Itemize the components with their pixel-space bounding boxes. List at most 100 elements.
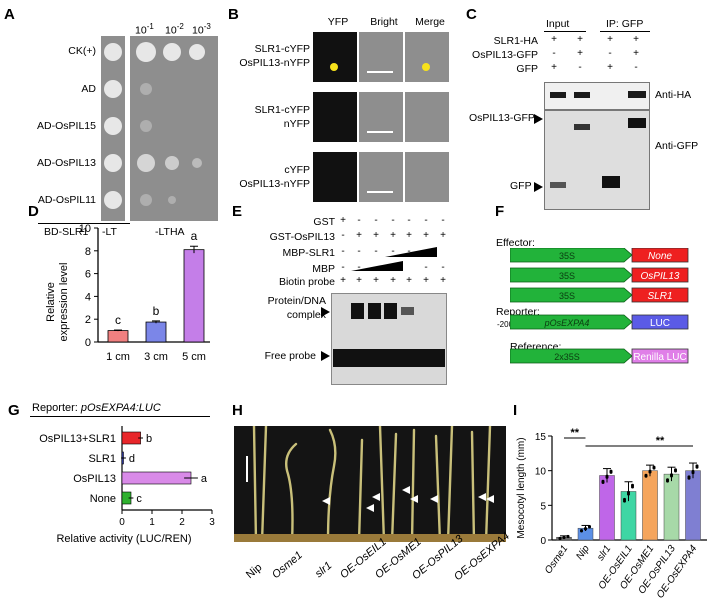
chart-d-ylabel-line2: expression level (58, 263, 70, 342)
yeast-spots (104, 42, 205, 209)
bifc-row-label: SLR1-cYFP OsPIL13-nYFP (238, 42, 310, 70)
bifc-construct: nYFP (283, 118, 310, 130)
coip-sign: + (551, 34, 557, 45)
chart-i-ylabel: Mesocotyl length (mm) (516, 437, 527, 538)
emsa-sign: - (424, 215, 428, 226)
panel-label-c: C (466, 6, 477, 23)
emsa-sign: + (390, 230, 396, 241)
chart-d-tick-label: 6 (85, 269, 91, 281)
bifc-bright-image (359, 92, 403, 142)
chart-i-data-point (580, 528, 583, 532)
chart-i-data-point (670, 473, 673, 477)
chart-i-data-point (652, 465, 656, 469)
scale-bar (367, 131, 393, 133)
emsa-sign: + (406, 275, 412, 286)
anti-ha-label: Anti-HA (655, 89, 692, 101)
dilution-3: 10-3 (192, 22, 211, 37)
chart-i-data-point (631, 483, 634, 487)
chart-g-row-label: SLR1 (88, 453, 116, 465)
arrowhead-icon (321, 351, 330, 361)
band-gfp: GFP (510, 180, 532, 192)
coip-sign: + (551, 62, 557, 73)
chart-g-xlabel: Relative activity (LUC/REN) (56, 533, 191, 545)
chart-g-tick-label: 1 (149, 517, 155, 528)
bifc-col-header: Merge (415, 16, 445, 28)
promoter-label: pOsEXPA4 (544, 318, 590, 328)
emsa-sign: + (423, 275, 429, 286)
coip-sign: + (577, 48, 583, 59)
promoter-arrow (510, 267, 633, 283)
g-reporter-construct: pOsEXPA4:LUC (80, 402, 161, 414)
promoter-arrow (510, 248, 633, 263)
coip-sign: - (608, 48, 612, 59)
emsa-row-label: GST-OsPIL13 (269, 231, 335, 243)
promoter-label: 35S (559, 251, 575, 261)
arrowhead-icon (534, 114, 543, 124)
bifc-bright-image (359, 152, 403, 202)
panel-label-f: F (495, 203, 505, 220)
emsa-sign: - (441, 262, 445, 273)
y2h-row-label: CK(+) (68, 45, 96, 57)
chart-g-sig-letter: d (129, 453, 135, 465)
chart-i-category-label: slr1 (595, 543, 613, 563)
bifc-construct: SLR1-cYFP (254, 43, 310, 55)
chart-i-data-point (558, 536, 562, 540)
chart-g-sig-letter: b (146, 433, 152, 445)
ip-underline (600, 31, 650, 32)
promoter-arrow (510, 348, 633, 364)
seedlings (234, 426, 506, 542)
chart-i-data-point (687, 475, 691, 479)
lt-label: -LT (102, 226, 117, 238)
scale-bar (367, 71, 393, 73)
panel-label-a: A (4, 6, 15, 23)
chart-d-bar (183, 249, 205, 343)
bifc-merge-image (405, 32, 449, 82)
gene-label: OsPIL13 (641, 271, 680, 282)
chart-i-data-point (674, 468, 677, 472)
emsa-sign: - (424, 262, 428, 273)
chart-i-category-label: Nip (574, 543, 592, 562)
chart-d-tick-label: 2 (85, 314, 91, 326)
chart-i-data-point (695, 464, 699, 468)
gene-box (631, 287, 689, 303)
expression-bar-chart: Relative expression level 0 2 4 6 8 10 c 1 cm b… (45, 223, 210, 363)
anti-ha-bands (550, 91, 646, 98)
chart-g-row-label: None (90, 493, 116, 505)
panel-label-i: I (513, 402, 518, 419)
chart-i-data-point (566, 534, 570, 538)
coip-row-label: SLR1-HA (493, 35, 538, 47)
chart-g-bar (121, 431, 141, 445)
emsa-sign: - (357, 262, 361, 273)
dilution-exp: -1 (146, 22, 154, 31)
effector-heading: Effector: (496, 237, 535, 249)
emsa-sign: + (440, 275, 446, 286)
yfp-signal-spot (330, 63, 338, 71)
bifc-col-header: Bright (370, 16, 398, 28)
promoter-length: -2000 (497, 320, 518, 329)
yfp-signal-spot (422, 63, 430, 71)
gene-label: Renilla LUC (633, 352, 686, 363)
emsa-sign: + (356, 275, 362, 286)
panel-label-d: D (28, 203, 39, 220)
emsa-sign: - (341, 262, 345, 273)
chart-i-data-point (627, 490, 630, 494)
genotype-label: Nip (244, 561, 265, 582)
luciferase-bar-chart: 0 1 2 3 OsPIL13+SLR1 b SLR1 d OsPIL13 a None c Relat… (39, 426, 215, 545)
chart-g-sig-letter: a (201, 473, 208, 485)
coip-sign: + (607, 34, 613, 45)
chart-d-tick-label: 0 (85, 337, 91, 349)
promoter-arrow (510, 314, 633, 330)
mbp-gradient-icon (351, 261, 403, 271)
emsa-sign: + (373, 275, 379, 286)
chart-i-data-point (588, 524, 591, 528)
dilution-2: 10-2 (165, 22, 184, 37)
bifc-row-label: cYFP OsPIL13-nYFP (238, 163, 310, 191)
chart-i-bar (663, 473, 680, 541)
bifc-yfp-image (313, 92, 357, 142)
chart-d-category-label: 3 cm (144, 351, 168, 363)
emsa-row-label: MBP-SLR1 (282, 247, 335, 259)
chart-i-data-point (691, 469, 695, 473)
emsa-sign: + (340, 275, 346, 286)
coip-sign: - (634, 62, 638, 73)
